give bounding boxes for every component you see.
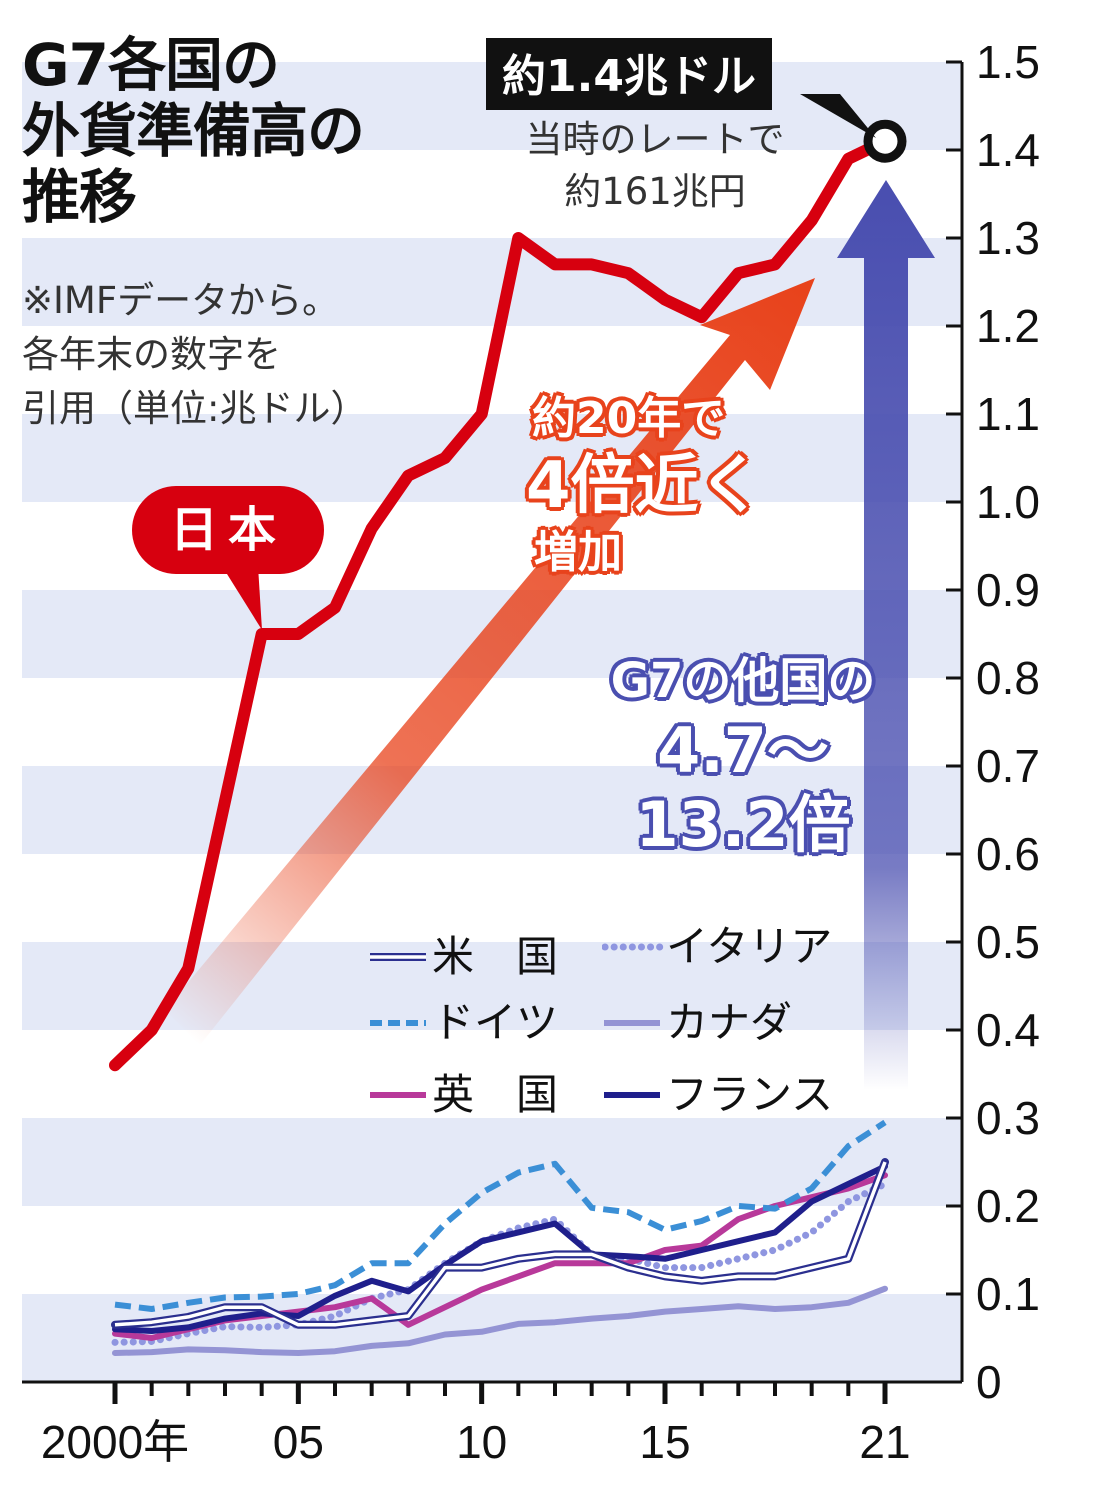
series-line-canada bbox=[112, 1285, 888, 1356]
legend-swatch-uk bbox=[370, 1092, 426, 1098]
callout-subtext: 当時のレートで 約161兆円 bbox=[488, 114, 822, 218]
g7-line-2: 4.7〜 bbox=[657, 714, 829, 787]
y-tick-label: 1.4 bbox=[976, 124, 1040, 176]
callout-value: 約1.4兆ドル bbox=[486, 38, 772, 110]
g7-line-1: G7の他国の bbox=[610, 653, 876, 709]
end-marker bbox=[863, 119, 907, 163]
series-line-france bbox=[112, 1163, 888, 1334]
x-tick-label: 2000年 bbox=[41, 1416, 189, 1468]
axes: 0 0.1 0.2 0.3 0.4 0.5 0.6 0.7 0.8 0.9 1.0 1.1 1.2 1.3… bbox=[22, 36, 1040, 1468]
note-line-3: 引用（単位:兆ドル） bbox=[22, 387, 368, 430]
legend-swatch-usa bbox=[370, 953, 426, 961]
series-line-usa-inner bbox=[114, 1161, 887, 1327]
growth-line-3: 増加 bbox=[534, 527, 622, 578]
title-line-1: G7各国の bbox=[22, 31, 280, 99]
y-tick-label: 0.8 bbox=[976, 652, 1040, 704]
legend-label-france: フランス bbox=[666, 1070, 834, 1119]
japan-label-pointer bbox=[222, 566, 262, 630]
band bbox=[22, 766, 962, 854]
legend-swatch-france bbox=[604, 1092, 660, 1098]
y-tick-label: 0.2 bbox=[976, 1180, 1040, 1232]
g7-line-3: 13.2倍 bbox=[635, 788, 851, 861]
y-tick-label: 0 bbox=[976, 1356, 1002, 1408]
end-point-marker bbox=[863, 119, 907, 163]
legend-label-germany: ドイツ bbox=[432, 998, 559, 1047]
callout-sub-2: 約161兆円 bbox=[564, 170, 746, 213]
series-line-japan bbox=[109, 135, 891, 1072]
x-tick-label: 10 bbox=[456, 1416, 507, 1468]
series-line-germany bbox=[114, 1119, 887, 1312]
note-line-1: ※IMFデータから。 bbox=[22, 279, 340, 322]
legend-label-canada: カナダ bbox=[666, 998, 793, 1047]
legend-label-usa: 米 国 bbox=[432, 932, 559, 981]
y-tick-label: 0.7 bbox=[976, 740, 1040, 792]
growth-line-1: 約20年で bbox=[532, 393, 726, 444]
y-tick-label: 1.1 bbox=[976, 388, 1040, 440]
y-tick-label: 0.5 bbox=[976, 916, 1040, 968]
y-tick-label: 0.1 bbox=[976, 1268, 1040, 1320]
g7-arrow bbox=[837, 180, 935, 1090]
y-tick-label: 0.6 bbox=[976, 828, 1040, 880]
y-tick-label: 0.9 bbox=[976, 564, 1040, 616]
band bbox=[22, 1118, 962, 1206]
y-tick-label: 0.4 bbox=[976, 1004, 1040, 1056]
growth-line-2: 4倍近く bbox=[526, 449, 763, 523]
growth-arrow bbox=[165, 278, 815, 1045]
title-line-2: 外貨準備高の bbox=[22, 97, 365, 165]
title-line-3: 推移 bbox=[22, 163, 137, 231]
note-line-2: 各年末の数字を bbox=[22, 333, 281, 376]
callout-sub-1: 当時のレートで bbox=[525, 118, 785, 161]
growth-annotation: 約20年で 4倍近く 増加 bbox=[526, 390, 763, 582]
x-tick-label: 05 bbox=[273, 1416, 324, 1468]
series-lines bbox=[109, 135, 891, 1356]
y-tick-label: 0.3 bbox=[976, 1092, 1040, 1144]
legend-label-italy: イタリア bbox=[666, 922, 833, 971]
japan-series-label: 日本 bbox=[132, 486, 324, 574]
legend-label-uk: 英 国 bbox=[432, 1070, 559, 1119]
legend-swatch-germany bbox=[370, 1020, 426, 1026]
x-tick-label: 21 bbox=[859, 1416, 910, 1468]
legend-swatch-canada bbox=[604, 1020, 660, 1026]
source-note: ※IMFデータから。 各年末の数字を 引用（単位:兆ドル） bbox=[22, 274, 367, 436]
y-tick-label: 1.3 bbox=[976, 212, 1040, 264]
x-tick-label: 15 bbox=[639, 1416, 690, 1468]
page-title: G7各国の 外貨準備高の 推移 bbox=[22, 31, 365, 231]
annotation-arrows bbox=[165, 180, 935, 1090]
g7-annotation: G7の他国の 4.7〜 13.2倍 bbox=[558, 648, 928, 862]
legend-swatch-italy bbox=[602, 943, 664, 951]
y-tick-label: 1.2 bbox=[976, 300, 1040, 352]
y-tick-label: 1.0 bbox=[976, 476, 1040, 528]
callout-pointer bbox=[800, 94, 876, 138]
y-tick-label: 1.5 bbox=[976, 36, 1040, 88]
